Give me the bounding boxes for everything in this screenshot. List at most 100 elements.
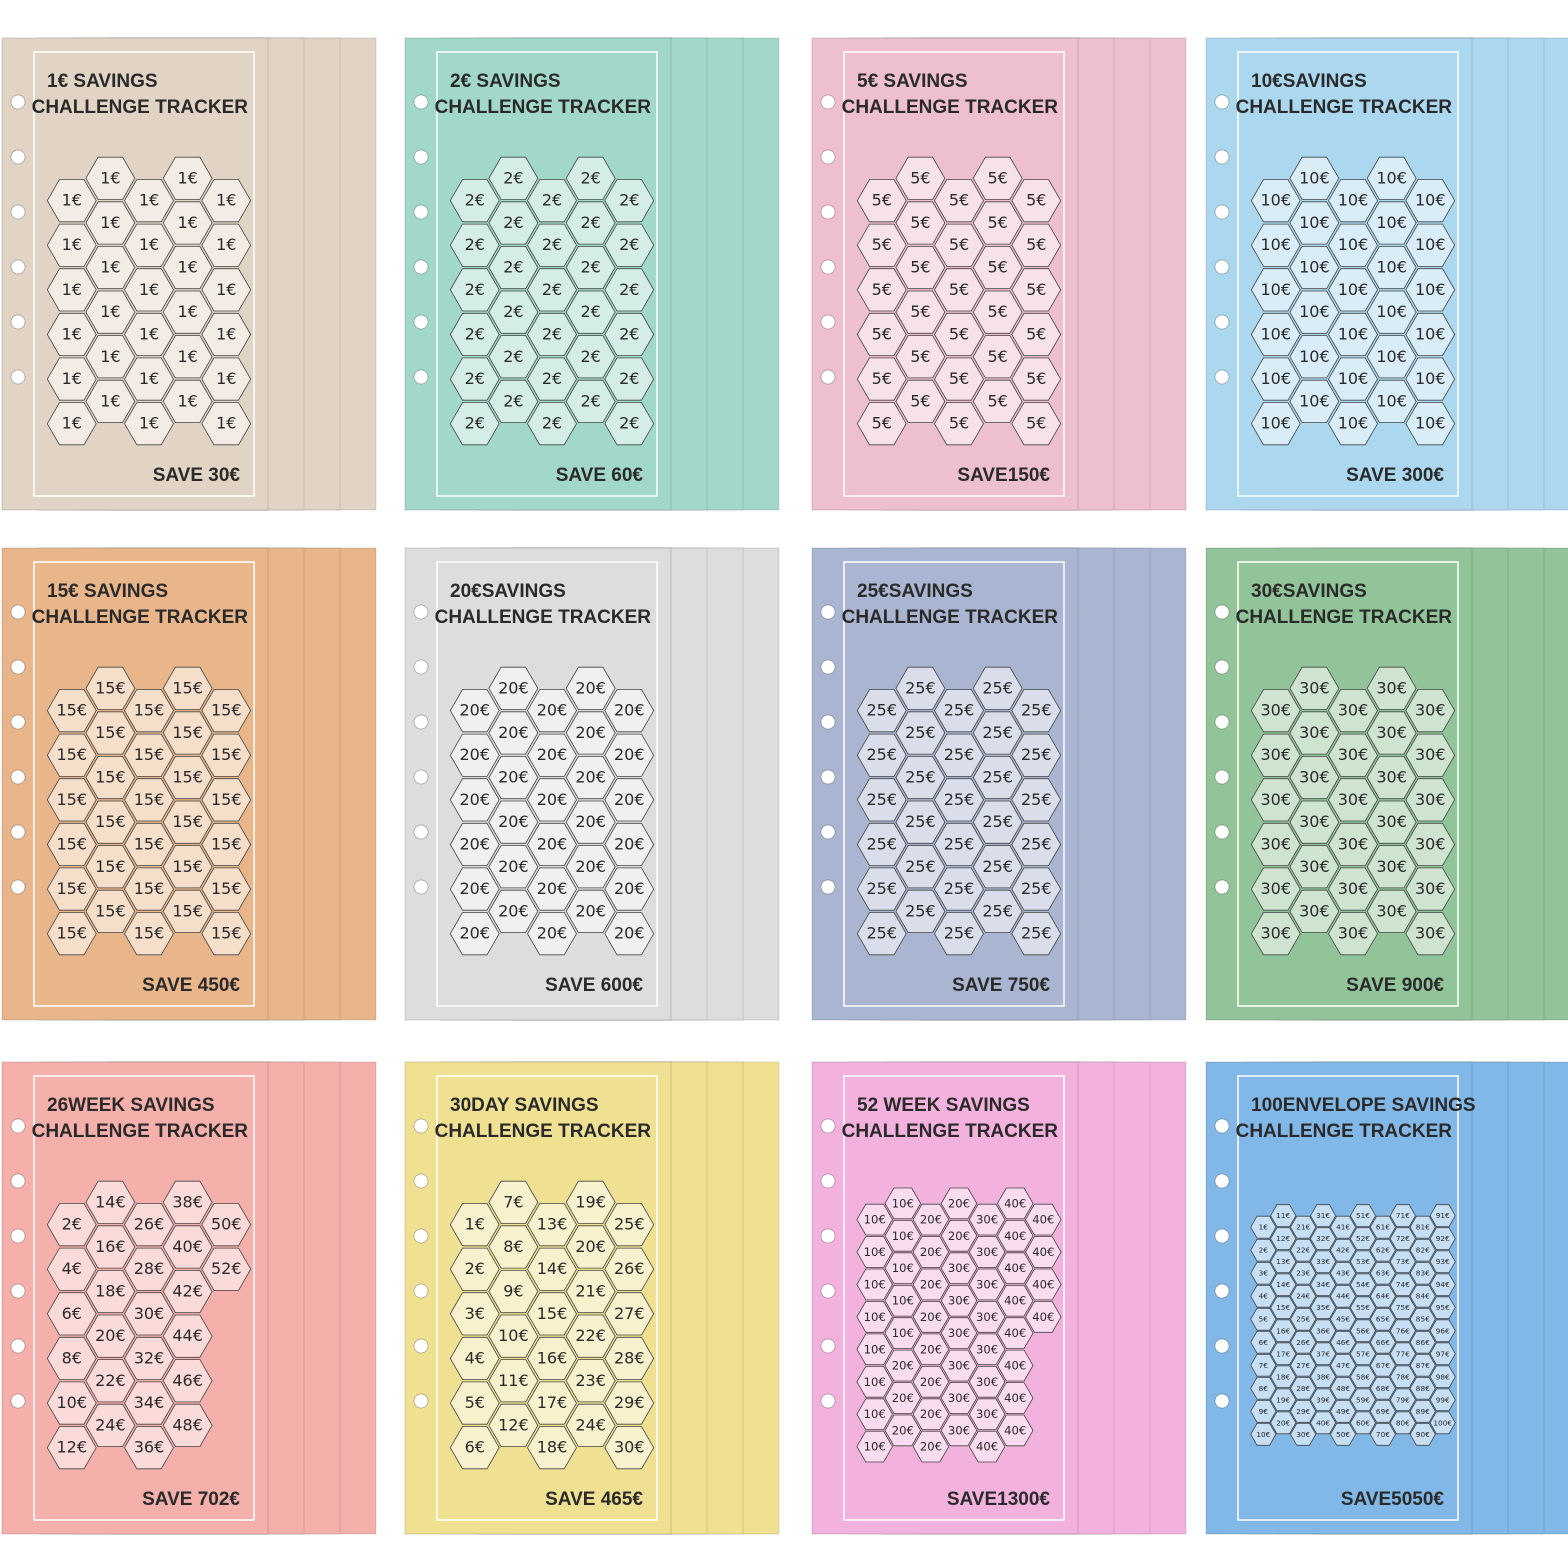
hex-label: 1€ [465, 1215, 485, 1234]
hex-label: 15€ [172, 723, 203, 742]
hex-label: 18€ [95, 1282, 126, 1301]
hex-label: 25€ [1021, 924, 1052, 943]
inner-border [843, 51, 1065, 497]
hex-label: 9€ [1259, 1407, 1269, 1416]
hex-label: 15€ [172, 812, 203, 831]
hex-label: 10€ [1415, 235, 1446, 254]
hex-cell [895, 379, 946, 423]
hex-label: 25€ [866, 879, 897, 898]
hex-label: 10€ [1260, 191, 1291, 210]
card-subtitle: CHALLENGE TRACKER [435, 1121, 652, 1142]
hex-cell [604, 223, 655, 267]
hex-cell [940, 1220, 978, 1252]
card-total: SAVE 900€ [1346, 975, 1444, 996]
hex-cell [1409, 1423, 1436, 1446]
hex-label: 10€ [864, 1213, 886, 1227]
hex-label: 95€ [1436, 1303, 1450, 1312]
binder-hole [1214, 879, 1230, 895]
hex-label: 8€ [503, 1237, 523, 1256]
card-subtitle: CHALLENGE TRACKER [32, 1121, 249, 1142]
binder-hole [820, 204, 836, 220]
hex-cell [527, 357, 577, 401]
hex-cell [1011, 268, 1062, 312]
hex-label: 40€ [1032, 1310, 1054, 1324]
hex-label: 52€ [1356, 1234, 1370, 1243]
hex-cell [488, 379, 539, 423]
binder-hole [1214, 94, 1230, 110]
hex-cell [1329, 1307, 1357, 1331]
hex-cell [162, 156, 213, 200]
hex-label: 32€ [1316, 1234, 1330, 1243]
hex-cell [1011, 689, 1062, 733]
binder-hole [1214, 204, 1230, 220]
hex-label: 10€ [1299, 391, 1330, 410]
hex-label: 20€ [948, 1229, 970, 1243]
hex-label: 2€ [542, 414, 562, 433]
hex-label: 1€ [216, 324, 236, 343]
hex-cell [972, 245, 1023, 290]
hex-label: 1€ [1259, 1223, 1269, 1232]
hex-label: 1€ [177, 302, 197, 321]
hex-cell [1349, 1365, 1377, 1389]
hex-cell [162, 1225, 213, 1269]
hex-cell [1289, 201, 1340, 245]
hex-cell [856, 1333, 893, 1366]
card-title: 5€ SAVINGS [857, 71, 968, 92]
hex-cell [884, 1252, 922, 1284]
card-total: SAVE 750€ [952, 975, 1050, 996]
hex-cell [972, 379, 1023, 423]
hex-cell [1329, 1377, 1357, 1400]
hex-cell [1429, 1365, 1456, 1389]
hex-cell [1290, 1238, 1317, 1262]
hex-cell [1349, 1411, 1377, 1435]
hex-cell [912, 1430, 950, 1463]
hex-cell [1409, 1284, 1436, 1308]
hex-label: 30€ [976, 1375, 998, 1389]
hex-cell [604, 912, 655, 956]
hex-label: 4€ [1259, 1292, 1269, 1301]
hex-cell [1389, 1411, 1416, 1435]
hex-label: 1€ [100, 168, 120, 187]
inner-border [33, 561, 255, 1007]
card-title: 26WEEK SAVINGS [47, 1095, 215, 1116]
hex-label: 40€ [1032, 1245, 1054, 1259]
binder-hole [413, 604, 429, 620]
hex-label: 30€ [1376, 857, 1407, 876]
binder-hole [10, 94, 26, 110]
hex-label: 5€ [949, 414, 969, 433]
hex-cell [1310, 1250, 1337, 1273]
hex-cell [527, 867, 577, 911]
hex-label: 5€ [949, 191, 969, 210]
hex-label: 30€ [1299, 901, 1330, 920]
hex-label: 25€ [1021, 834, 1052, 853]
hex-cell [1429, 1250, 1456, 1273]
binder-hole [413, 1283, 429, 1299]
hex-cell [488, 1180, 539, 1224]
hex-label: 20€ [892, 1359, 914, 1373]
hex-cell [124, 1426, 174, 1470]
hex-cell [912, 1268, 950, 1301]
hex-cell [895, 889, 946, 933]
hex-label: 10€ [864, 1245, 886, 1259]
hex-cell [201, 179, 252, 223]
hex-cell [1405, 689, 1456, 733]
hex-cell [85, 666, 136, 710]
hex-label: 5€ [1026, 369, 1046, 388]
hex-cell [565, 711, 616, 755]
hex-label: 20€ [498, 768, 529, 787]
hex-label: 50€ [211, 1215, 242, 1234]
card-total: SAVE 30€ [153, 465, 241, 486]
hex-cell [1329, 1215, 1357, 1239]
hex-label: 5€ [1259, 1315, 1269, 1324]
hex-cell [1409, 1377, 1436, 1400]
binder-hole [10, 259, 26, 275]
hex-cell [565, 290, 616, 334]
hex-label: 76€ [1396, 1326, 1410, 1335]
hex-cell [1250, 223, 1301, 267]
binder-hole [10, 369, 26, 385]
hex-label: 1€ [62, 235, 82, 254]
hex-label: 30€ [976, 1245, 998, 1259]
hex-cell [1429, 1411, 1456, 1435]
hex-label: 20€ [892, 1391, 914, 1405]
hex-label: 6€ [62, 1304, 82, 1323]
